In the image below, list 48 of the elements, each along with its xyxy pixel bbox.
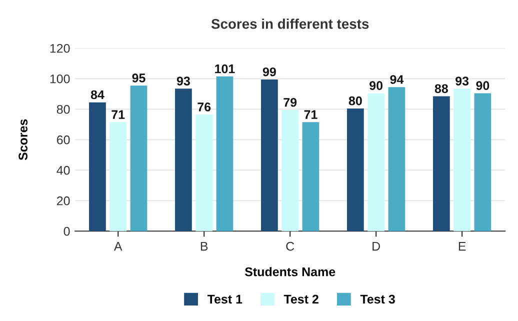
data-label: 99	[262, 67, 276, 76]
bar	[261, 79, 278, 232]
y-tick-label: 20	[56, 196, 70, 206]
bar	[432, 96, 450, 232]
y-tick-label: 120	[50, 44, 70, 53]
data-label: 71	[304, 110, 318, 119]
bar	[454, 88, 470, 232]
bar	[302, 122, 320, 232]
bar	[474, 93, 492, 232]
x-tick-label: D	[372, 242, 380, 251]
bar	[388, 87, 406, 232]
bar	[130, 86, 148, 232]
data-label: 95	[132, 74, 146, 82]
y-axis-title: Scores	[18, 119, 28, 160]
data-label: 101	[215, 64, 235, 74]
y-tick-label: 0	[64, 226, 70, 236]
data-label: 90	[476, 81, 490, 90]
chart-title: Scores in different tests	[211, 18, 369, 29]
data-label: 84	[90, 90, 104, 100]
x-axis-title: Students Name	[244, 267, 336, 276]
bar	[89, 102, 106, 232]
bar	[346, 108, 364, 232]
bar	[175, 88, 192, 232]
y-tick-label: 80	[56, 104, 70, 114]
x-tick-label: C	[286, 242, 294, 251]
y-tick-label: 60	[56, 135, 70, 144]
x-tick-label: A	[114, 242, 122, 251]
y-tick-label: 100	[50, 74, 70, 84]
bar	[196, 114, 213, 232]
legend-label: Test 3	[360, 294, 395, 304]
bar	[368, 93, 384, 232]
data-label: 80	[348, 96, 362, 106]
y-tick-label: 40	[56, 166, 70, 175]
legend-label: Test 2	[284, 294, 318, 304]
data-label: 79	[284, 98, 297, 107]
x-tick-label: B	[200, 242, 208, 251]
bar	[216, 76, 234, 232]
data-label: 93	[456, 76, 469, 86]
data-label: 88	[434, 84, 448, 94]
data-label: 94	[390, 75, 404, 84]
data-label: 71	[112, 110, 125, 119]
data-label: 90	[370, 81, 383, 90]
x-tick-label: E	[458, 242, 466, 251]
bar	[282, 110, 299, 232]
bar	[110, 122, 127, 232]
data-label: 93	[176, 76, 190, 86]
legend-label: Test 1	[207, 294, 242, 304]
data-label: 76	[198, 102, 211, 112]
